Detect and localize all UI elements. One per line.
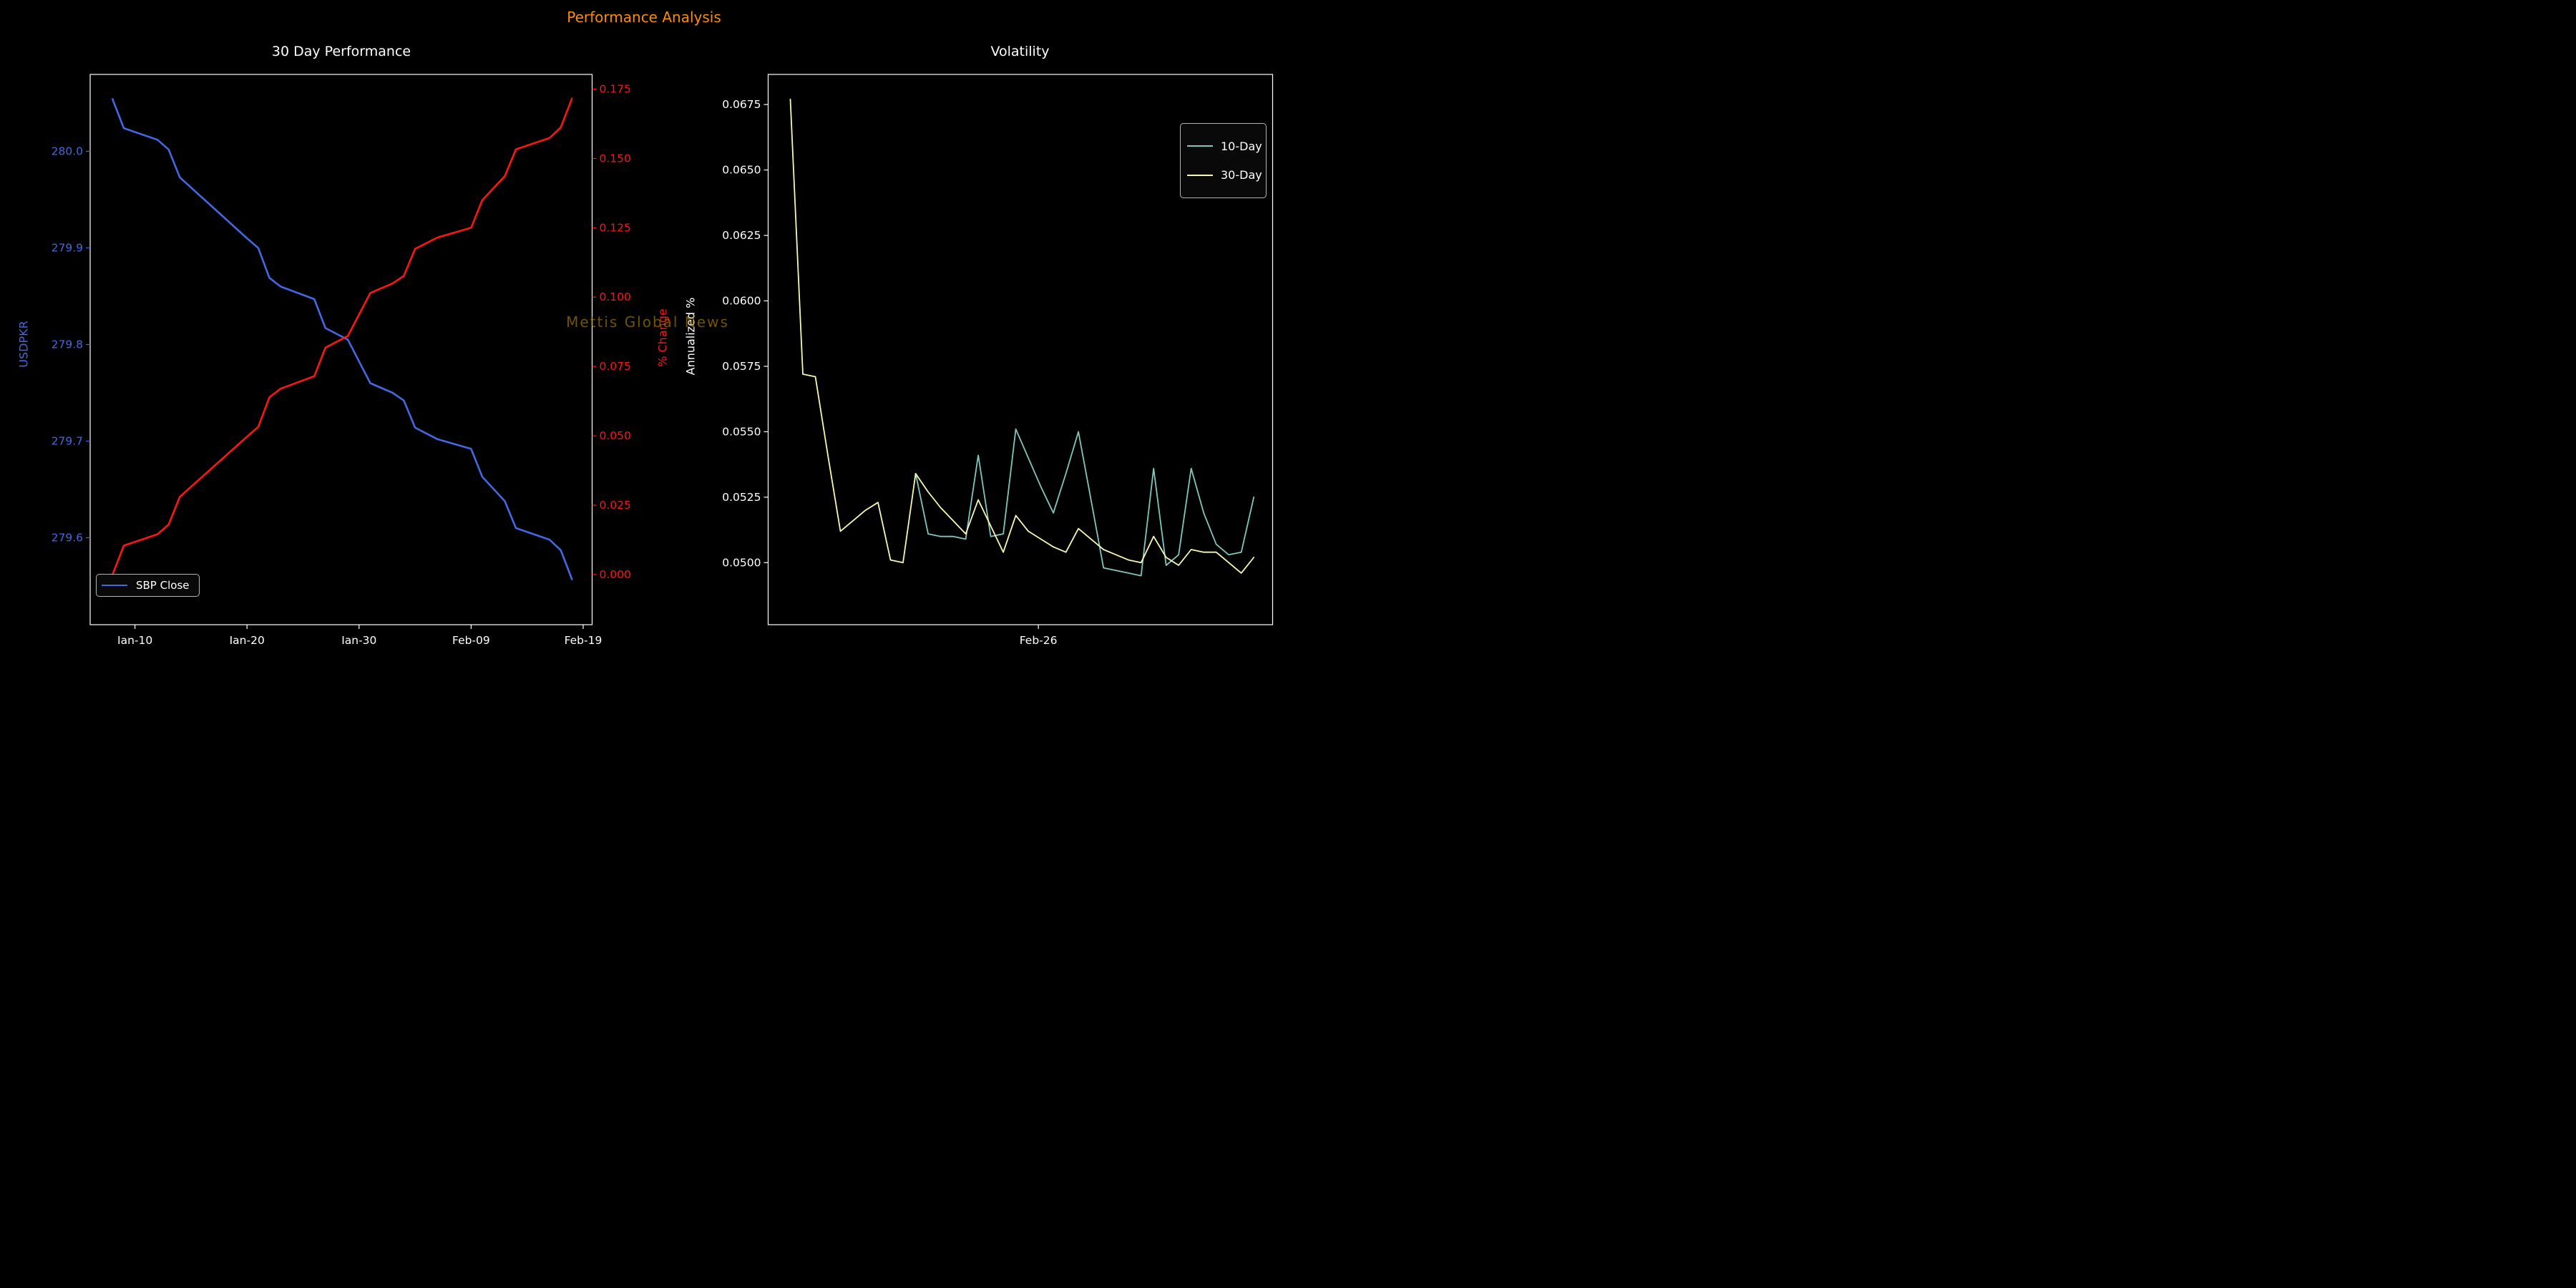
watermark: Mettis Global News	[566, 313, 729, 331]
usdpkr-axis-label: USDPKR	[16, 321, 31, 368]
left-chart-title: 30 Day Performance	[271, 44, 411, 59]
y-left-tick-label: 0.0550	[722, 425, 761, 438]
y-left-tick-label: 0.0675	[722, 98, 761, 111]
y-right-tick-label: 0.025	[600, 499, 631, 512]
series-line-sbp-close	[112, 98, 573, 580]
y-left-tick-label: 279.7	[52, 434, 83, 447]
y-right-tick-label: 0.100	[600, 291, 631, 303]
plot-border-0	[89, 74, 593, 625]
x-tick-label: Jan-30	[341, 634, 376, 644]
x-tick-label: Feb-19	[565, 634, 602, 644]
y-left-tick-label: 280.0	[52, 145, 83, 157]
y-left-tick-label: 0.0525	[722, 491, 761, 504]
y-left-tick-label: 279.6	[52, 531, 83, 544]
figure: Performance Analysis 30 Day Performance …	[0, 0, 1288, 644]
y-right-tick-label: 0.000	[600, 568, 631, 581]
legend-row-30-day: 30-Day	[1187, 168, 1266, 182]
y-left-tick-label: 0.0500	[722, 556, 761, 569]
y-left-tick-label: 0.0575	[722, 360, 761, 373]
legend-label-sbp-close: SBP Close	[136, 579, 190, 592]
figure-title: Performance Analysis	[567, 9, 721, 26]
x-tick-label: Jan-20	[229, 634, 265, 644]
legend-sbp-close: SBP Close	[96, 574, 200, 597]
series-line-%-change	[112, 97, 573, 576]
y-right-tick-label: 0.050	[600, 429, 631, 442]
y-left-tick-label: 0.0625	[722, 229, 761, 242]
y-left-tick-label: 0.0650	[722, 164, 761, 177]
y-left-tick-label: 0.0600	[722, 294, 761, 307]
y-right-tick-label: 0.150	[600, 152, 631, 165]
legend-label-10-day: 10-Day	[1221, 139, 1262, 153]
x-tick-label: Jan-10	[117, 634, 152, 644]
right-chart-title: Volatility	[990, 44, 1050, 59]
legend-label-30-day: 30-Day	[1221, 168, 1262, 182]
y-left-tick-label: 279.9	[52, 241, 83, 254]
series-line-30-day	[789, 98, 1255, 574]
charts-canvas: Jan-10 Jan-20 Jan-30 Feb-09 Feb-19 280.0 279.9…	[52, 74, 1274, 644]
x-tick-label: Feb-09	[452, 634, 490, 644]
series-line-10-day	[914, 428, 1255, 577]
y-right-tick-label: 0.125	[600, 221, 631, 234]
thirty-day-line-swatch	[1187, 174, 1213, 176]
legend-volatility: 10-Day 30-Day	[1180, 123, 1267, 198]
ten-day-line-swatch	[1187, 145, 1213, 147]
y-right-tick-label: 0.075	[600, 360, 631, 373]
x-tick-label: Feb-26	[1020, 634, 1058, 644]
sbp-close-line-swatch	[102, 585, 127, 586]
annualized-axis-label: Annualized %	[683, 297, 698, 376]
y-left-tick-label: 279.8	[52, 338, 83, 351]
y-right-tick-label: 0.175	[600, 83, 631, 96]
legend-row-10-day: 10-Day	[1187, 140, 1266, 153]
plot-border-1	[767, 74, 1274, 625]
